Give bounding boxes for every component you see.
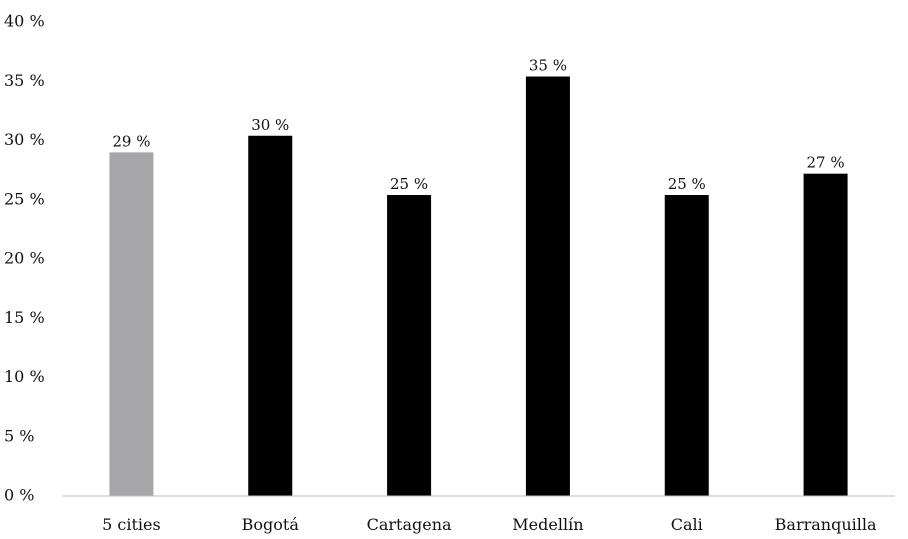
y-tick-label: 5 %: [4, 426, 34, 445]
data-label: 27 %: [807, 154, 845, 172]
bar: [525, 76, 570, 496]
x-tick-label: 5 cities: [102, 515, 161, 534]
x-tick-label: Bogotá: [242, 515, 300, 534]
y-tick-label: 35 %: [4, 71, 45, 90]
bar: [387, 195, 432, 496]
data-labels: 29 % 30 % 25 % 35 % 25 % 27 %: [112, 57, 845, 193]
data-label: 29 %: [112, 132, 150, 150]
data-label: 30 %: [251, 116, 289, 134]
y-tick-label: 25 %: [4, 189, 45, 208]
x-axis: 5 cities Bogotá Cartagena Medellín Cali Barra…: [62, 495, 895, 534]
data-label: 35 %: [529, 57, 567, 75]
y-tick-label: 40 %: [4, 12, 45, 31]
bar: [248, 135, 293, 496]
y-tick-label: 30 %: [4, 130, 45, 149]
bar: [803, 173, 848, 496]
y-tick-label: 0 %: [4, 486, 34, 505]
y-tick-label: 15 %: [4, 308, 45, 327]
data-label: 25 %: [668, 175, 706, 193]
bars: [109, 76, 848, 496]
bar: [664, 195, 709, 496]
x-tick-label: Cartagena: [367, 515, 452, 534]
x-tick-label: Barranquilla: [775, 515, 877, 534]
bar: [109, 152, 154, 496]
x-tick-label: Medellín: [512, 515, 583, 534]
y-tick-label: 20 %: [4, 249, 45, 268]
y-tick-label: 10 %: [4, 367, 45, 386]
y-axis: 0 % 5 % 10 % 15 % 20 % 25 % 30 % 35 % 40 %: [4, 12, 45, 505]
data-label: 25 %: [390, 175, 428, 193]
x-tick-label: Cali: [671, 515, 703, 534]
